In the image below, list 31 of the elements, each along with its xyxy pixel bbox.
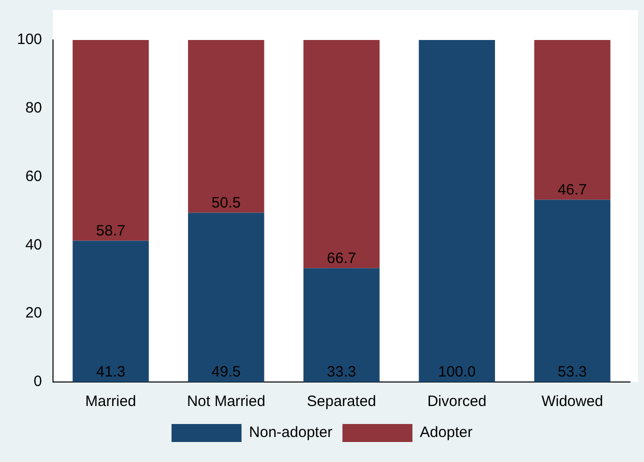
data-label: 46.7: [558, 181, 587, 198]
y-tick-label: 100: [16, 31, 42, 48]
bar: [72, 40, 149, 241]
data-label: 53.3: [558, 364, 587, 381]
bar: [534, 40, 610, 200]
data-label: 100.0: [438, 364, 476, 381]
bar: [303, 268, 380, 382]
y-tick-label: 80: [25, 100, 42, 117]
x-tick-label: Separated: [306, 393, 376, 410]
bar: [303, 40, 380, 268]
x-tick-label: Married: [85, 393, 136, 410]
x-tick-label: Widowed: [541, 393, 604, 410]
legend-label: Non-adopter: [249, 424, 332, 442]
data-label: 33.3: [326, 364, 356, 381]
y-tick-label: 20: [25, 304, 42, 322]
x-tick-label: Divorced: [427, 393, 486, 410]
legend-label: Adopter: [420, 424, 472, 442]
data-label: 49.5: [212, 364, 241, 381]
bar: [418, 40, 495, 382]
y-tick-label: 60: [25, 168, 42, 185]
bar: [188, 212, 264, 382]
y-tick-label: 0: [34, 373, 42, 390]
data-label: 50.5: [212, 194, 241, 212]
y-tick-label: 40: [25, 236, 42, 254]
bar: [72, 240, 149, 382]
data-label: 58.7: [96, 222, 126, 240]
data-label: 41.3: [96, 364, 126, 381]
bar: [534, 200, 610, 382]
bar: [188, 40, 264, 213]
data-label: 66.7: [326, 250, 356, 267]
x-tick-label: Not Married: [186, 393, 266, 410]
